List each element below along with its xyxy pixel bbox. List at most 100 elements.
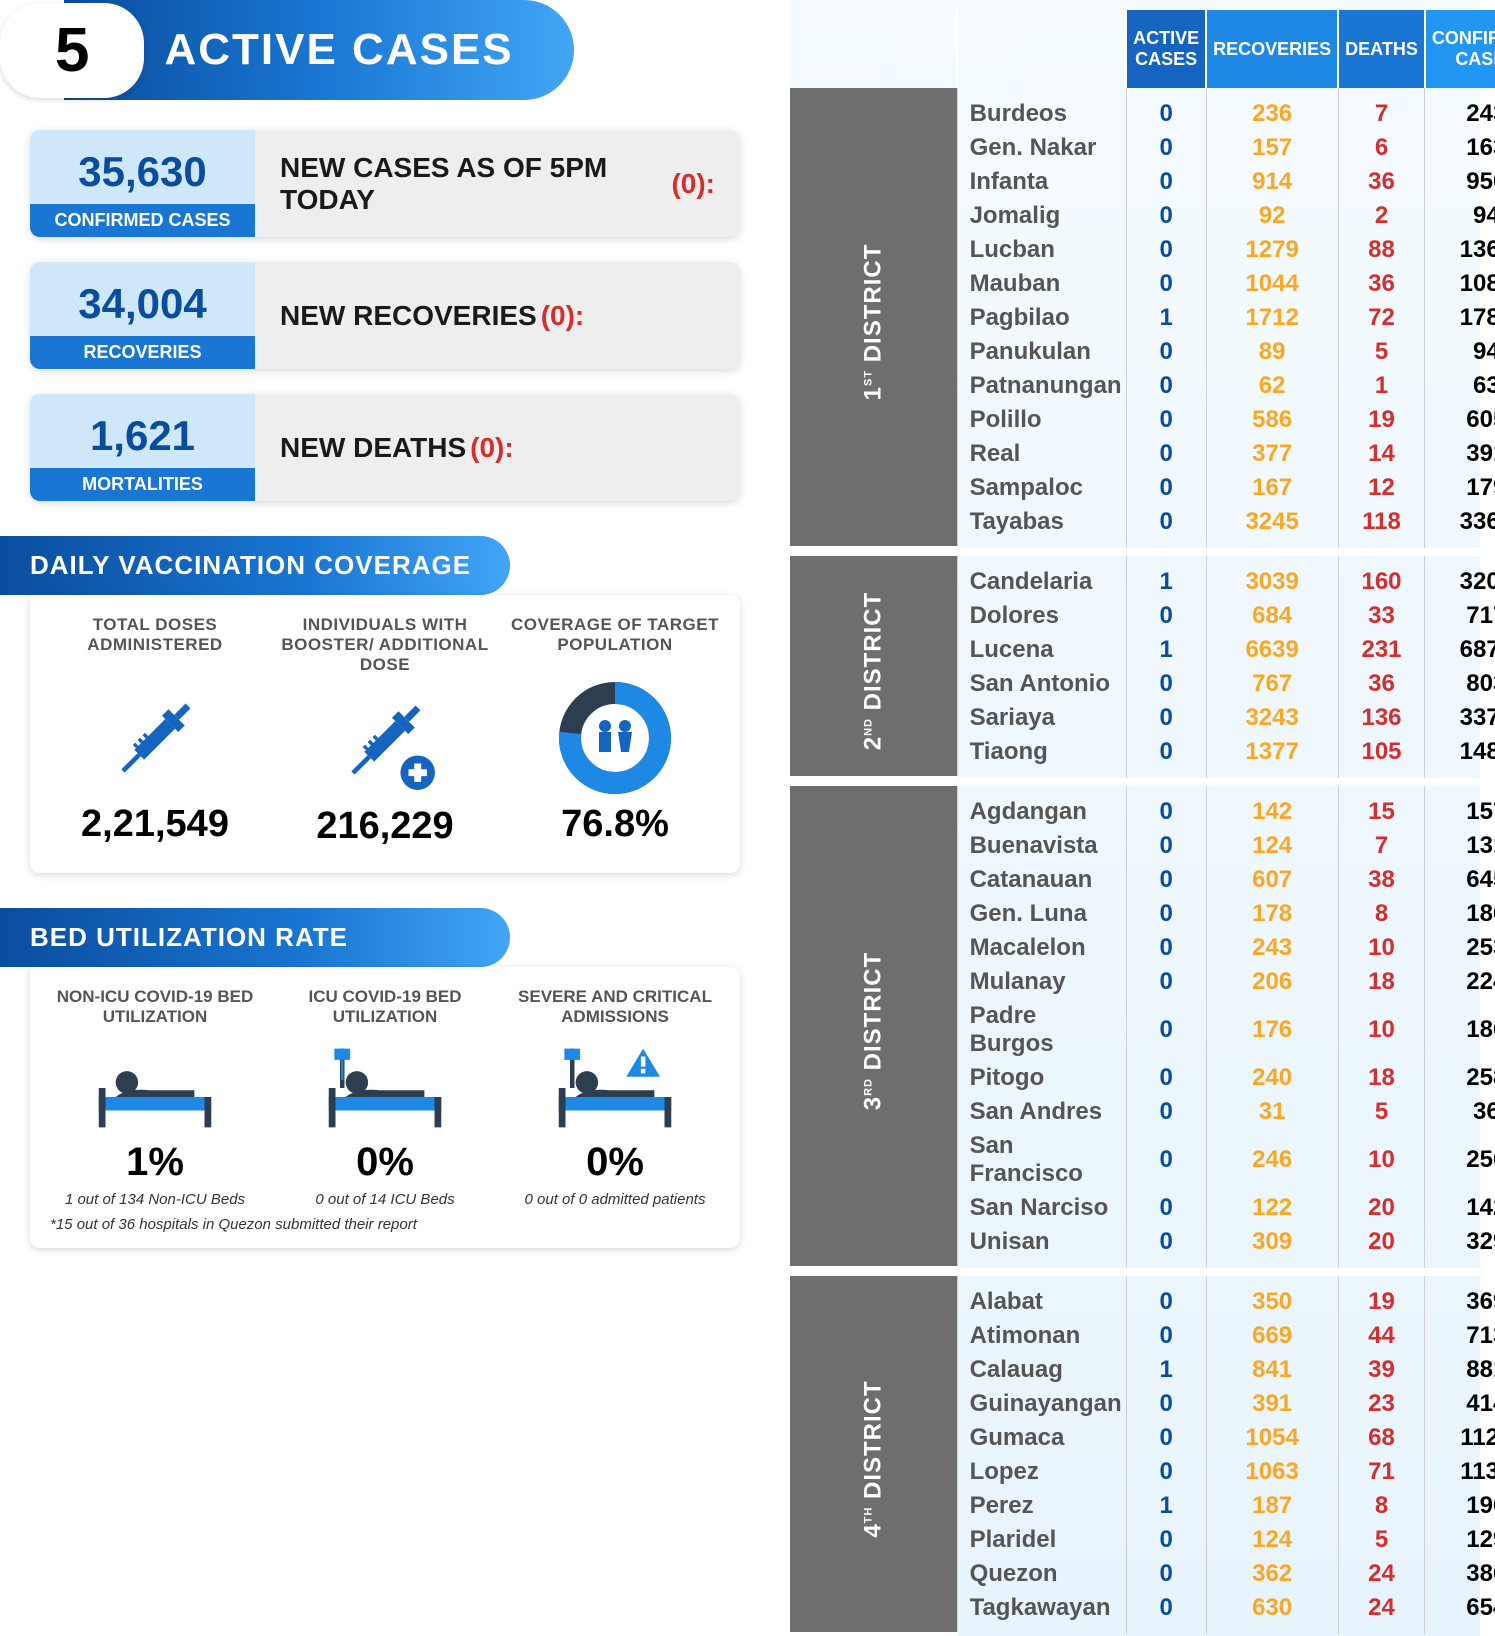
row-name: Candelaria	[957, 556, 1126, 599]
row-deaths: 160	[1338, 556, 1425, 599]
row-recoveries: 309	[1206, 1225, 1338, 1268]
row-active: 0	[1126, 1455, 1206, 1489]
stat-right-red: (0):	[671, 168, 715, 200]
row-name: Padre Burgos	[957, 999, 1126, 1061]
bed-item-title: NON-ICU COVID-19 BED UTILIZATION	[50, 987, 260, 1035]
row-recoveries: 6639	[1206, 633, 1338, 667]
row-deaths: 7	[1338, 829, 1425, 863]
row-deaths: 14	[1338, 437, 1425, 471]
stat-label: CONFIRMED CASES	[30, 204, 255, 237]
stat-right-label: NEW DEATHS	[280, 432, 466, 464]
bed-item-value: 0%	[510, 1140, 720, 1185]
row-confirmed: 94	[1425, 199, 1495, 233]
row-confirmed: 157	[1425, 786, 1495, 829]
row-name: Lucena	[957, 633, 1126, 667]
district-label: 1ST DISTRICT	[790, 88, 957, 548]
row-confirmed: 196	[1425, 1489, 1495, 1523]
row-recoveries: 122	[1206, 1191, 1338, 1225]
row-recoveries: 1054	[1206, 1421, 1338, 1455]
stat-value: 35,630	[30, 148, 255, 196]
syringe-plus-icon	[328, 683, 443, 798]
row-name: Lucban	[957, 233, 1126, 267]
row-name: Tagkawayan	[957, 1591, 1126, 1634]
stat-left: 34,004 RECOVERIES	[30, 262, 255, 369]
row-active: 1	[1126, 301, 1206, 335]
vaccination-item: TOTAL DOSES ADMINISTERED 2,21,549	[40, 615, 270, 848]
row-deaths: 15	[1338, 786, 1425, 829]
row-name: Jomalig	[957, 199, 1126, 233]
vac-item-value: 76.8%	[510, 803, 720, 846]
row-recoveries: 62	[1206, 369, 1338, 403]
row-confirmed: 3363	[1425, 505, 1495, 548]
vaccination-section-header: DAILY VACCINATION COVERAGE	[0, 536, 510, 595]
row-confirmed: 94	[1425, 335, 1495, 369]
row-confirmed: 717	[1425, 599, 1495, 633]
row-recoveries: 3245	[1206, 505, 1338, 548]
row-recoveries: 1063	[1206, 1455, 1338, 1489]
row-name: Dolores	[957, 599, 1126, 633]
table-row: 4TH DISTRICT Alabat 0 350 19 369	[790, 1276, 1495, 1319]
row-recoveries: 178	[1206, 897, 1338, 931]
row-confirmed: 243	[1425, 88, 1495, 131]
th-blank	[790, 10, 957, 88]
row-active: 1	[1126, 1353, 1206, 1387]
row-active: 0	[1126, 965, 1206, 999]
row-confirmed: 645	[1425, 863, 1495, 897]
row-name: San Narciso	[957, 1191, 1126, 1225]
row-deaths: 10	[1338, 1129, 1425, 1191]
stat-label: MORTALITIES	[30, 468, 255, 501]
row-active: 0	[1126, 1591, 1206, 1634]
row-name: Unisan	[957, 1225, 1126, 1268]
row-deaths: 88	[1338, 233, 1425, 267]
th-confirmed-cases: CONFIRMED CASES	[1425, 10, 1495, 88]
row-active: 0	[1126, 1061, 1206, 1095]
row-recoveries: 841	[1206, 1353, 1338, 1387]
vac-item-value: 216,229	[280, 805, 490, 848]
row-deaths: 36	[1338, 165, 1425, 199]
bed-item-icon	[50, 1035, 260, 1140]
row-deaths: 36	[1338, 667, 1425, 701]
row-confirmed: 1785	[1425, 301, 1495, 335]
bed-item: SEVERE AND CRITICAL ADMISSIONS 0% 0 out …	[500, 987, 730, 1208]
row-deaths: 8	[1338, 1489, 1425, 1523]
table-row: 3RD DISTRICT Agdangan 0 142 15 157	[790, 786, 1495, 829]
row-active: 0	[1126, 437, 1206, 471]
row-name: Sariaya	[957, 701, 1126, 735]
row-confirmed: 881	[1425, 1353, 1495, 1387]
row-active: 0	[1126, 233, 1206, 267]
bed-alert-icon	[545, 1043, 685, 1133]
stat-value: 34,004	[30, 280, 255, 328]
row-confirmed: 803	[1425, 667, 1495, 701]
row-recoveries: 1712	[1206, 301, 1338, 335]
row-recoveries: 1279	[1206, 233, 1338, 267]
row-active: 0	[1126, 88, 1206, 131]
stat-right: NEW RECOVERIES (0):	[255, 262, 740, 369]
row-deaths: 38	[1338, 863, 1425, 897]
row-name: Calauag	[957, 1353, 1126, 1387]
row-name: Agdangan	[957, 786, 1126, 829]
row-name: Real	[957, 437, 1126, 471]
row-name: Catanauan	[957, 863, 1126, 897]
row-active: 0	[1126, 1523, 1206, 1557]
vac-item-icon	[50, 673, 260, 803]
row-name: Macalelon	[957, 931, 1126, 965]
row-active: 0	[1126, 786, 1206, 829]
row-recoveries: 92	[1206, 199, 1338, 233]
row-confirmed: 142	[1425, 1191, 1495, 1225]
row-deaths: 1	[1338, 369, 1425, 403]
row-name: Guinayangan	[957, 1387, 1126, 1421]
row-recoveries: 586	[1206, 403, 1338, 437]
bed-panel: NON-ICU COVID-19 BED UTILIZATION 1% 1 ou…	[30, 967, 740, 1248]
row-confirmed: 186	[1425, 999, 1495, 1061]
row-deaths: 118	[1338, 505, 1425, 548]
row-name: Patnanungan	[957, 369, 1126, 403]
row-recoveries: 206	[1206, 965, 1338, 999]
vaccination-item: INDIVIDUALS WITH BOOSTER/ ADDITIONAL DOS…	[270, 615, 500, 848]
row-name: Plaridel	[957, 1523, 1126, 1557]
row-name: San Antonio	[957, 667, 1126, 701]
row-name: San Francisco	[957, 1129, 1126, 1191]
row-deaths: 68	[1338, 1421, 1425, 1455]
vaccination-panel: TOTAL DOSES ADMINISTERED 2,21,549 INDIVI…	[30, 595, 740, 873]
row-confirmed: 63	[1425, 369, 1495, 403]
row-confirmed: 1134	[1425, 1455, 1495, 1489]
